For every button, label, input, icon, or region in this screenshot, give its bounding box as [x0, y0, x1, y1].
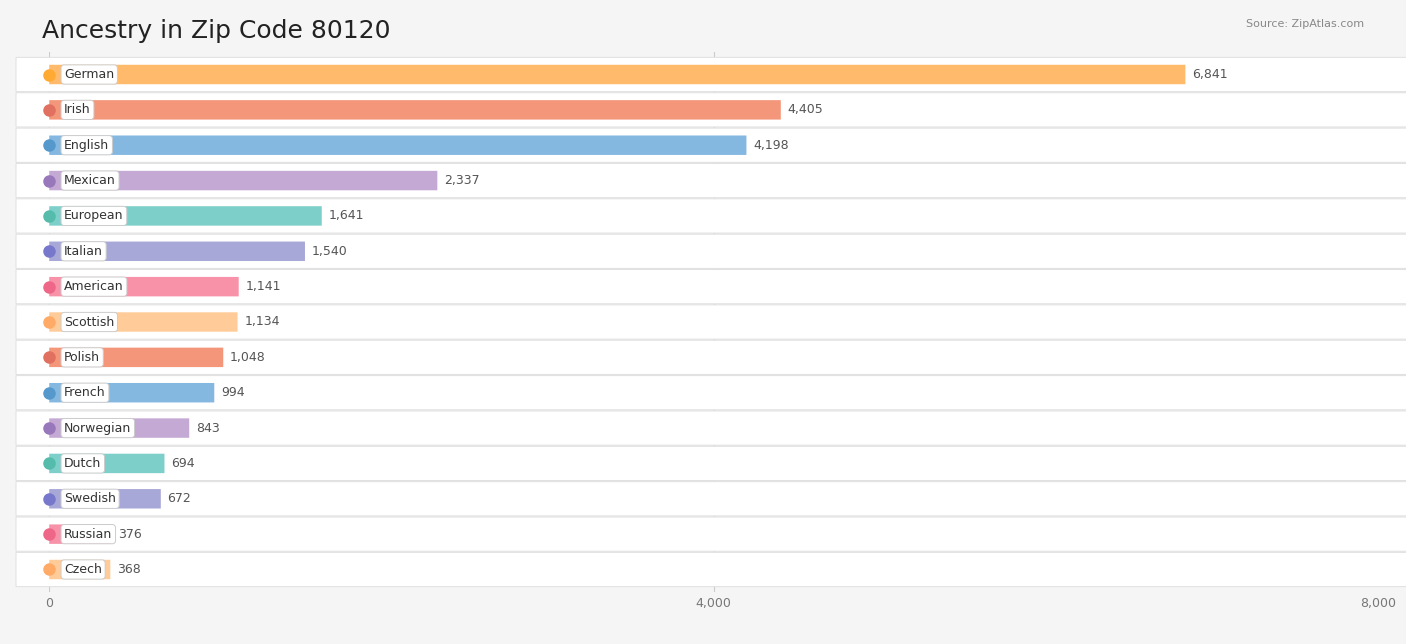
Text: European: European	[65, 209, 124, 222]
FancyBboxPatch shape	[49, 348, 224, 367]
Text: Ancestry in Zip Code 80120: Ancestry in Zip Code 80120	[42, 19, 391, 43]
Text: American: American	[65, 280, 124, 293]
FancyBboxPatch shape	[49, 100, 780, 120]
FancyBboxPatch shape	[15, 446, 1406, 480]
Text: 1,134: 1,134	[245, 316, 280, 328]
Text: 1,141: 1,141	[246, 280, 281, 293]
Text: Czech: Czech	[65, 563, 103, 576]
FancyBboxPatch shape	[49, 454, 165, 473]
FancyBboxPatch shape	[49, 242, 305, 261]
FancyBboxPatch shape	[15, 128, 1406, 162]
Text: 2,337: 2,337	[444, 174, 479, 187]
FancyBboxPatch shape	[49, 560, 110, 579]
FancyBboxPatch shape	[15, 305, 1406, 339]
Text: Source: ZipAtlas.com: Source: ZipAtlas.com	[1246, 19, 1364, 30]
FancyBboxPatch shape	[49, 65, 1185, 84]
Text: English: English	[65, 138, 110, 152]
FancyBboxPatch shape	[49, 206, 322, 225]
FancyBboxPatch shape	[15, 234, 1406, 269]
Text: Russian: Russian	[65, 527, 112, 541]
Text: Scottish: Scottish	[65, 316, 114, 328]
Text: 4,405: 4,405	[787, 103, 823, 117]
Text: German: German	[65, 68, 114, 81]
FancyBboxPatch shape	[49, 383, 214, 402]
Text: 1,641: 1,641	[329, 209, 364, 222]
Text: 6,841: 6,841	[1192, 68, 1227, 81]
FancyBboxPatch shape	[15, 199, 1406, 233]
FancyBboxPatch shape	[15, 164, 1406, 198]
FancyBboxPatch shape	[15, 270, 1406, 304]
Text: 4,198: 4,198	[754, 138, 789, 152]
Text: 694: 694	[172, 457, 195, 470]
FancyBboxPatch shape	[15, 553, 1406, 587]
FancyBboxPatch shape	[15, 411, 1406, 445]
FancyBboxPatch shape	[49, 277, 239, 296]
FancyBboxPatch shape	[49, 489, 160, 509]
FancyBboxPatch shape	[49, 524, 111, 544]
Text: French: French	[65, 386, 105, 399]
Text: Italian: Italian	[65, 245, 103, 258]
Text: 994: 994	[221, 386, 245, 399]
FancyBboxPatch shape	[49, 312, 238, 332]
Text: 843: 843	[195, 422, 219, 435]
FancyBboxPatch shape	[15, 340, 1406, 374]
FancyBboxPatch shape	[15, 482, 1406, 516]
FancyBboxPatch shape	[15, 57, 1406, 91]
FancyBboxPatch shape	[15, 517, 1406, 551]
FancyBboxPatch shape	[49, 419, 190, 438]
FancyBboxPatch shape	[15, 375, 1406, 410]
Text: Polish: Polish	[65, 351, 100, 364]
Text: Dutch: Dutch	[65, 457, 101, 470]
Text: 672: 672	[167, 492, 191, 506]
Text: Norwegian: Norwegian	[65, 422, 131, 435]
FancyBboxPatch shape	[49, 171, 437, 190]
FancyBboxPatch shape	[15, 93, 1406, 127]
Text: Mexican: Mexican	[65, 174, 115, 187]
Text: 1,048: 1,048	[231, 351, 266, 364]
Text: 376: 376	[118, 527, 142, 541]
FancyBboxPatch shape	[49, 135, 747, 155]
Text: 368: 368	[117, 563, 141, 576]
Text: Swedish: Swedish	[65, 492, 117, 506]
Text: 1,540: 1,540	[312, 245, 347, 258]
Text: Irish: Irish	[65, 103, 91, 117]
